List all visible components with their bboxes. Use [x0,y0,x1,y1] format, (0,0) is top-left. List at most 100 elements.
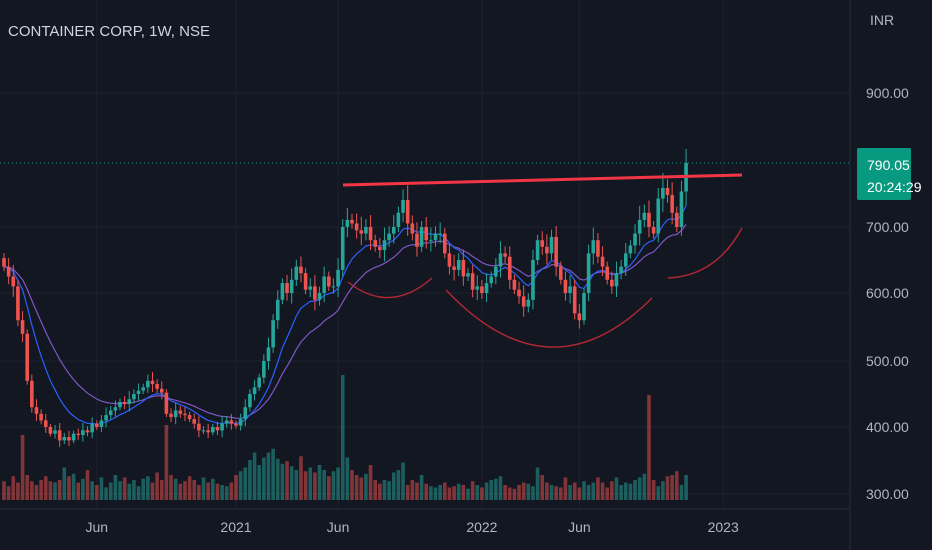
price-tick-label: 300.00 [866,486,909,502]
candle-body [415,233,419,247]
candle-body [512,279,517,290]
candle-body [136,390,141,394]
candle-body [484,283,489,293]
candle-body [364,227,368,234]
volume-bar [596,477,600,500]
volume-bar [229,482,234,500]
candle-body [661,187,665,199]
volume-bar [57,480,62,500]
volume-bar [336,467,340,500]
volume-bar [271,448,275,500]
candle-body [480,286,484,293]
candle-body [489,276,493,284]
candle-body [568,286,572,293]
volume-bar [141,478,145,500]
last-price-tag: 790.05 20:24:29 [857,148,922,200]
candle-body [30,380,34,408]
price-axis[interactable]: 900.00 700.00 600.00 500.00 400.00 300.00 [866,85,909,502]
candle-body [197,423,201,431]
candle-body [656,198,661,234]
volume-bar [568,485,572,500]
volume-bar [313,472,317,500]
volume-bar [391,472,396,500]
candle-body [554,236,558,267]
candle-body [16,286,20,321]
volume-bar [475,485,480,500]
price-tick-label: 700.00 [866,219,909,235]
time-tick-label: Jun [86,519,109,535]
candle-body [456,260,461,270]
candle-body [289,279,294,293]
candle-body [313,286,317,300]
candle-body [345,219,350,227]
candle-body [378,246,382,251]
volume-bar [605,487,609,500]
volume-bar [410,480,415,500]
volume-bar [327,476,331,500]
candle-body [382,240,387,251]
candle-body [340,227,345,270]
candle-body [670,195,674,213]
volume-bar [43,476,48,500]
volume-bar [466,488,470,500]
volume-bar [169,475,173,500]
volume-bar [192,480,197,500]
candle-body [43,420,48,427]
volume-bar [299,456,303,500]
candle-body [368,227,373,241]
volume-bar [540,475,545,500]
volume-bar [20,435,25,500]
candle-body [582,293,586,321]
candle-body [104,415,108,421]
volume-bar [535,467,540,500]
volume-bar [679,485,684,500]
volume-bar [531,486,535,500]
volume-bar [340,375,345,500]
annotations [0,162,850,348]
volume-bar [526,483,531,500]
candle-body [429,240,433,242]
volume-bar [507,487,512,500]
candle-body [623,253,628,267]
candle-body [600,256,605,267]
volume-bar [183,481,187,500]
volume-bar [248,460,252,500]
candle-body [141,387,145,391]
time-axis[interactable]: Jun 2021 Jun 2022 Jun 2023 [86,519,739,535]
volume-bar [238,471,243,500]
volume-bar [623,482,628,500]
candle-body [271,320,275,348]
volume-bar [614,477,619,500]
volume-bar [549,485,554,500]
candle-body [294,266,299,280]
volume-bar [415,482,419,500]
volume-bar [484,482,489,500]
candle-body [20,320,25,334]
candle-body [215,427,220,431]
candle-body [586,253,591,293]
volume-bar [150,482,155,500]
candle-body [95,423,99,427]
volume-bar [30,481,34,500]
candle-body [169,413,173,418]
candle-body [387,233,391,241]
candle-body [679,191,684,227]
candle-body [266,347,271,361]
candle-body [243,407,248,420]
volume-bar [433,487,438,500]
volume-bar [489,480,493,500]
candle-body [521,296,526,307]
volume-bar [197,485,201,500]
volume-bar [470,481,475,500]
price-tick-label: 400.00 [866,419,909,435]
volume-bar [582,481,586,500]
volume-bar [6,486,11,500]
volume-bar [136,486,141,500]
candle-body [229,420,234,424]
volume-bar [517,485,521,500]
volume-bar [498,476,503,500]
volume-bar [378,483,382,500]
volume-bar [285,461,289,500]
